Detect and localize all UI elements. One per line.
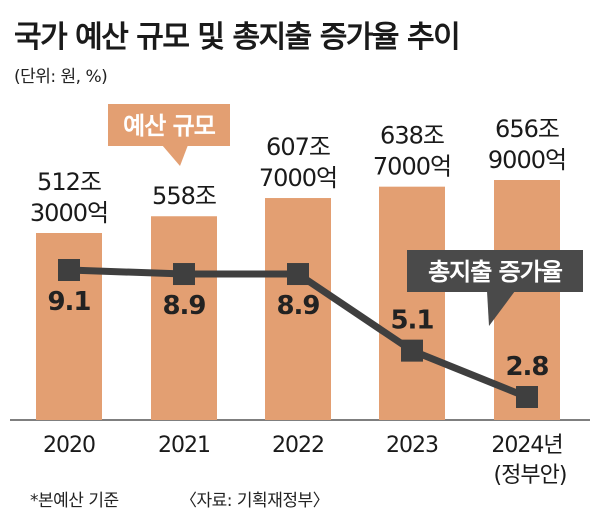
x-tick-label: 2021 — [158, 433, 210, 458]
bar-value-label: 607조 — [266, 133, 330, 161]
x-tick-label: 2023 — [386, 433, 438, 458]
growth-value-label: 8.9 — [162, 291, 205, 321]
chart-title: 국가 예산 규모 및 총지출 증가율 추이 — [14, 20, 461, 55]
bar-value-label: 9000억 — [488, 146, 566, 174]
line-legend-box — [407, 250, 583, 292]
unit-note: (단위: 원, %) — [14, 67, 108, 87]
bar-2023 — [379, 186, 445, 420]
source-note: 〈자료: 기획재정부〉 — [180, 491, 330, 511]
bar-legend-pointer — [162, 145, 188, 166]
growth-marker — [516, 386, 538, 408]
bar-value-label: 7000억 — [259, 164, 337, 192]
growth-marker — [58, 259, 80, 281]
growth-value-label: 5.1 — [390, 306, 433, 336]
x-tick-label: 2024년 — [491, 433, 562, 458]
bar-value-label: 3000억 — [30, 199, 108, 227]
growth-value-label: 9.1 — [47, 287, 90, 317]
footnote: *본예산 기준 — [30, 491, 119, 511]
bar-value-label: 512조 — [37, 168, 101, 196]
growth-marker — [401, 339, 423, 362]
bar-2021 — [151, 216, 217, 420]
growth-marker — [173, 263, 195, 286]
line-legend-pointer — [487, 291, 515, 326]
growth-marker — [287, 263, 309, 286]
bar-legend-label: 예산 규모 — [123, 112, 216, 140]
bar-value-label: 558조 — [152, 182, 216, 210]
growth-value-label: 8.9 — [276, 291, 319, 321]
x-tick-label: 2022 — [272, 433, 324, 458]
bar-value-label: 7000억 — [373, 153, 451, 181]
line-legend-label: 총지출 증가율 — [428, 258, 563, 286]
growth-value-label: 2.8 — [505, 352, 548, 382]
bar-value-label: 656조 — [495, 115, 559, 143]
bar-legend-box — [108, 104, 230, 146]
x-tick-label: 2020 — [43, 433, 95, 458]
bar-value-label: 638조 — [380, 122, 444, 150]
bar-2022 — [265, 198, 331, 420]
x-tick-sublabel: (정부안) — [494, 463, 567, 488]
